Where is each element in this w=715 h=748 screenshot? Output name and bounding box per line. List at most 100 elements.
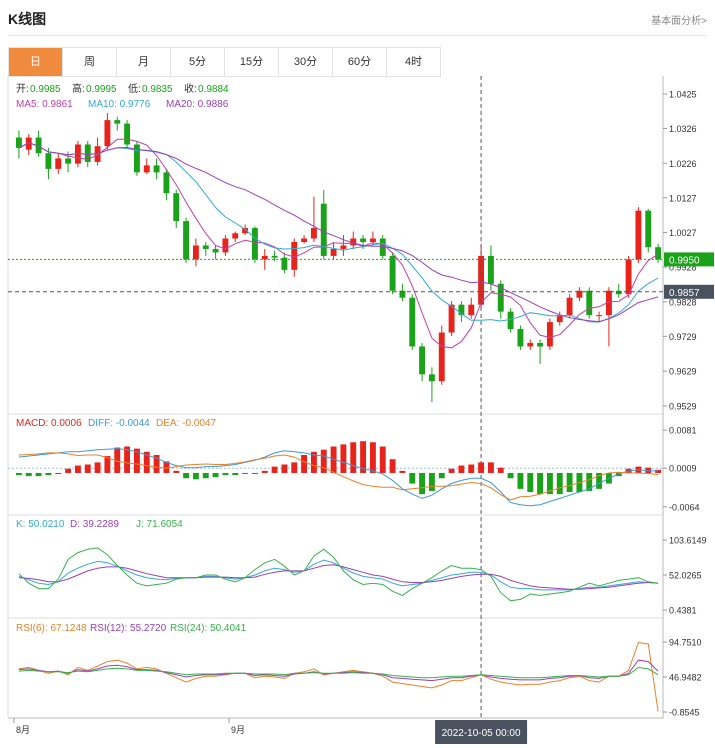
tab-1[interactable]: 周 xyxy=(63,48,117,76)
candle-body xyxy=(310,228,317,239)
macd-bar xyxy=(35,472,42,477)
macd-bar xyxy=(15,472,22,476)
macd-bar xyxy=(478,462,485,473)
price-tick-label: 1.0127 xyxy=(669,193,697,203)
macd-bar xyxy=(310,451,317,473)
candle-body xyxy=(586,290,593,316)
candle-body xyxy=(74,144,81,164)
macd-bar xyxy=(74,465,81,473)
candle-body xyxy=(281,257,288,270)
ohlc-legend-label: 开: xyxy=(16,84,29,95)
d-line xyxy=(18,564,659,590)
dea-line xyxy=(18,452,659,501)
macd-legend: MACD: 0.0006 xyxy=(16,418,82,429)
tab-2[interactable]: 月 xyxy=(117,48,171,76)
macd-bar xyxy=(566,472,573,493)
tab-4[interactable]: 15分 xyxy=(225,48,279,76)
tab-6[interactable]: 60分 xyxy=(333,48,387,76)
macd-bar xyxy=(340,444,347,473)
candle-body xyxy=(537,342,544,347)
ma5-legend: MA5: 0.9861 xyxy=(16,99,73,110)
crosshair-time-label: 2022-10-05 00:00 xyxy=(442,728,521,739)
macd-bar xyxy=(497,467,504,473)
candle-body xyxy=(271,255,278,258)
candle-body xyxy=(261,255,268,260)
candle-body xyxy=(104,120,111,147)
macd-bar xyxy=(537,472,544,495)
macd-bar xyxy=(133,448,140,473)
macd-bar xyxy=(389,459,396,473)
macd-bar xyxy=(320,449,327,473)
macd-bar xyxy=(222,472,229,476)
tab-0[interactable]: 日 xyxy=(9,48,63,76)
macd-bar xyxy=(55,472,62,474)
candle-body xyxy=(468,304,475,316)
macd-bar xyxy=(556,472,563,495)
candle-body xyxy=(183,221,190,260)
candle-body xyxy=(84,144,91,162)
macd-tick-label: 0.0081 xyxy=(669,426,697,436)
macd-bar xyxy=(428,472,435,491)
macd-bar xyxy=(586,472,593,491)
macd-bar xyxy=(143,451,150,473)
period-tabs: 日周月 5分 15分 30分 60分 4时 xyxy=(8,47,441,77)
candle-body xyxy=(399,290,406,298)
tab-3[interactable]: 5分 xyxy=(171,48,225,76)
candle-body xyxy=(163,172,170,194)
candle-body xyxy=(15,137,22,148)
ohlc-legend-label: 低: xyxy=(128,82,141,95)
macd-bar xyxy=(507,472,514,479)
candle-body xyxy=(517,329,524,347)
macd-bar xyxy=(124,446,131,473)
candle-body xyxy=(596,315,603,317)
rsi12-legend: RSI(12): 55.2720 xyxy=(90,623,167,634)
candle-body xyxy=(55,158,62,169)
candle-body xyxy=(458,304,465,316)
price-tick-label: 1.0226 xyxy=(669,159,697,169)
candle-body xyxy=(369,238,376,242)
macd-bar xyxy=(271,466,278,473)
macd-bar xyxy=(527,472,534,493)
tab-5[interactable]: 30分 xyxy=(279,48,333,76)
candle-body xyxy=(192,245,199,260)
macd-tick-label: -0.0064 xyxy=(669,502,700,512)
candle-body xyxy=(527,342,534,347)
ohlc-legend-label: 收: xyxy=(184,82,197,95)
macd-bar xyxy=(281,464,288,473)
header-divider xyxy=(8,35,707,36)
candle-body xyxy=(507,311,514,330)
candle-body xyxy=(409,297,416,347)
macd-bar xyxy=(546,472,553,495)
crosshair-price-badge xyxy=(664,284,714,299)
ohlc-legend-value: 0.9884 xyxy=(198,84,229,95)
macd-bar xyxy=(379,446,386,473)
macd-bar xyxy=(448,468,455,473)
kdj-tick-label: 103.6149 xyxy=(669,536,707,546)
macd-bar xyxy=(517,472,524,489)
candle-body xyxy=(448,304,455,333)
price-tick-label: 0.9629 xyxy=(669,367,697,377)
candle-body xyxy=(35,137,42,154)
candle-body xyxy=(576,290,583,298)
candle-body xyxy=(635,210,642,260)
macd-bar xyxy=(25,472,32,477)
candle-body xyxy=(438,332,445,382)
candle-body xyxy=(330,248,337,256)
tab-7[interactable]: 4时 xyxy=(387,48,441,76)
kdj-tick-label: 52.0265 xyxy=(669,571,702,581)
price-tick-label: 0.9928 xyxy=(669,263,697,273)
macd-bar xyxy=(163,461,170,473)
candle-body xyxy=(251,228,258,260)
macd-bar xyxy=(173,470,180,473)
candle-body xyxy=(360,238,367,242)
macd-bar xyxy=(291,462,298,473)
fundamental-analysis-link[interactable]: 基本面分析> xyxy=(651,16,707,27)
candle-body xyxy=(133,144,140,173)
macd-bar xyxy=(202,472,209,479)
candle-body xyxy=(232,233,239,239)
macd-bar xyxy=(330,446,337,473)
candle-body xyxy=(655,247,662,260)
dif-line xyxy=(18,448,659,507)
candle-body xyxy=(212,248,219,253)
